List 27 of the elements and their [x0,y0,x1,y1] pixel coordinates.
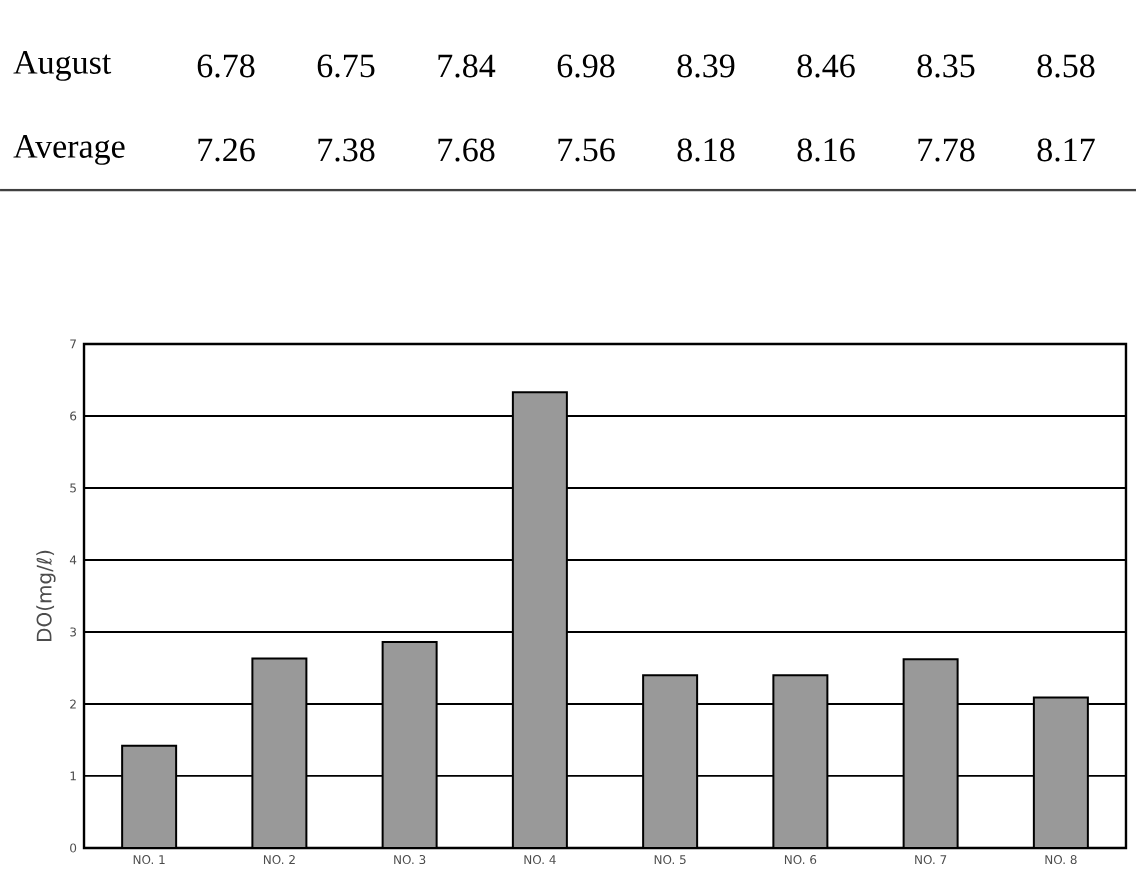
bar [511,391,568,848]
text: 6.98 [557,54,615,78]
text: 7.84 [438,54,496,78]
bar [251,657,308,848]
bar [772,674,829,848]
y-axis-title: DO(mg/ℓ) [36,550,56,641]
text: 8.39 [677,54,735,78]
text: August [13,51,112,81]
text: 8.18 [677,138,735,162]
text: 7.38 [318,138,375,162]
bar [642,674,699,848]
text: 7.68 [438,138,495,162]
text: 8.58 [1037,54,1095,78]
text: 6.78 [197,54,255,78]
bar [381,641,438,848]
text: 7.56 [558,138,615,162]
bar [902,658,959,848]
text: 8.46 [797,54,855,78]
bar [121,744,178,848]
text: 8.17 [1037,138,1095,162]
text: 7.78 [918,138,975,162]
text: 8.16 [797,138,855,162]
text: 6.75 [317,54,375,78]
text: Average [13,135,125,165]
text: 8.35 [917,54,975,78]
bar [1032,696,1089,848]
text: 7.26 [198,138,255,162]
